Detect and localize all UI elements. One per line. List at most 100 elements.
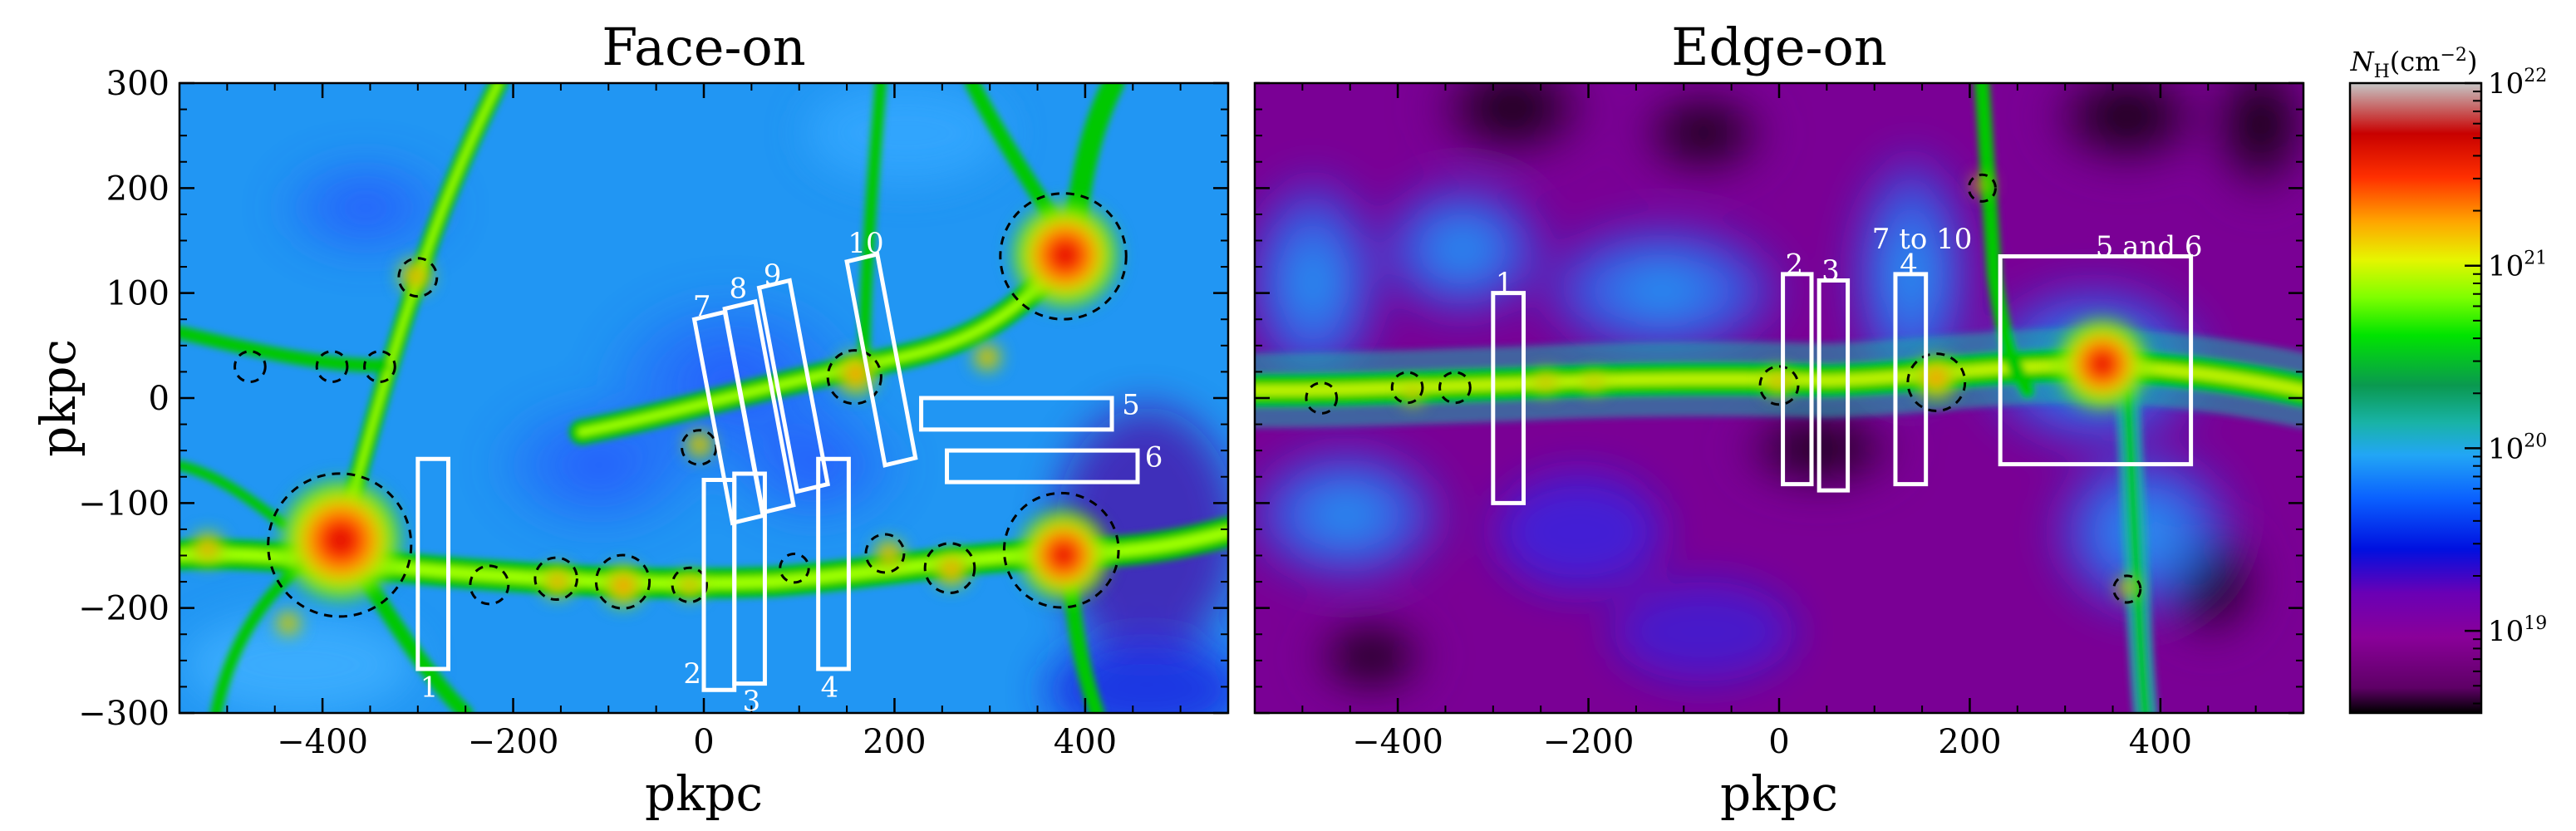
halo-circle [1390, 371, 1424, 405]
sightline-box [945, 448, 1140, 484]
x-tick-label: −200 [468, 723, 559, 761]
y-tick-label: 0 [149, 380, 170, 418]
sightline-box-label: 4 [1900, 248, 1918, 281]
colorbar-tick-base: 10 [2488, 67, 2524, 101]
halo-circle [1002, 491, 1120, 609]
face-on-ylabel: pkpc [30, 339, 86, 457]
halo-circle [267, 472, 413, 618]
sightline-box-label: 3 [1821, 254, 1840, 288]
edge-on-panel: −400 −200 0 200 400 12 3 45 and 67 to 10 Edge-… [1253, 17, 2305, 822]
halo-circle [594, 553, 651, 610]
sightline-box-label: 5 and 6 [2096, 230, 2203, 263]
sightline-box [844, 251, 918, 468]
halo-circle [533, 556, 578, 602]
x-tick-label: 0 [1768, 723, 1789, 761]
halo-circle [779, 552, 810, 584]
x-tick-label: −400 [277, 723, 368, 761]
colorbar-label-close: ) [2467, 46, 2477, 77]
sightline-box-label: 6 [1145, 441, 1163, 475]
colorbar-tick-label: 1021 [2488, 248, 2547, 283]
x-tick-label: 0 [693, 723, 714, 761]
x-tick-label: −400 [1352, 723, 1443, 761]
sightline-box [732, 471, 767, 686]
face-on-title: Face-on [602, 17, 805, 77]
sightline-box [722, 298, 796, 515]
face-on-panel: −400 −200 0 200 400 −300 −200 −100 0 100 200 300 1 2… [30, 17, 1230, 822]
edge-on-title: Edge-on [1671, 17, 1887, 77]
sightline-box-label: 10 [848, 227, 883, 260]
halo-circle [1438, 371, 1472, 405]
edge-on-axis-ticks: −400 −200 0 200 400 [1254, 81, 2304, 761]
colorbar-tick-base: 10 [2488, 432, 2524, 465]
colorbar-tick-exp: 19 [2524, 613, 2547, 634]
halo-circle [315, 350, 349, 383]
colorbar-tick-exp: 22 [2524, 66, 2547, 86]
sightline-box-label: 2 [683, 657, 701, 691]
x-tick-label: 200 [1938, 723, 2001, 761]
colorbar-label-sub: H [2374, 61, 2390, 82]
sightline-box-label: 1 [1496, 267, 1514, 300]
colorbar-label: NH(cm−2) [2350, 45, 2478, 82]
halo-circle [826, 349, 882, 406]
colorbar-label-base: N [2350, 46, 2375, 77]
sightline-box-label: 7 [693, 290, 711, 323]
colorbar-gradient [2350, 83, 2481, 713]
colorbar-label-unit: (cm [2390, 46, 2441, 77]
x-tick-label: 400 [2129, 723, 2192, 761]
sightline-box-label: 3 [743, 685, 761, 718]
y-tick-label: −100 [78, 484, 170, 523]
sightline-box-label: 8 [729, 272, 747, 305]
edge-on-overlays: 12 3 45 and 67 to 10 [1305, 173, 2203, 604]
sightline-box-label: 2 [1786, 248, 1804, 281]
halo-circle [2112, 574, 2142, 604]
sightline-box-label: 5 [1122, 389, 1140, 422]
sightline-annotation: 7 to 10 [1872, 223, 1973, 256]
x-tick-label: 200 [863, 723, 926, 761]
halo-circle [864, 533, 906, 574]
colorbar-tick-label: 1022 [2488, 66, 2547, 101]
sightline-box [1816, 278, 1851, 493]
sightline-box [691, 309, 766, 526]
halo-circle [1758, 365, 1800, 406]
colorbar-tick-base: 10 [2488, 615, 2524, 648]
sightline-box-label: 9 [764, 258, 782, 292]
face-on-xlabel: pkpc [645, 765, 763, 822]
sightline-box [1893, 272, 1929, 487]
y-tick-label: −300 [78, 695, 170, 733]
halo-circle [1906, 352, 1967, 412]
halo-circle [234, 350, 267, 383]
halo-circle [1305, 381, 1339, 415]
x-tick-label: −200 [1543, 723, 1635, 761]
colorbar-tick-label: 1019 [2488, 613, 2547, 648]
x-tick-label: 400 [1054, 723, 1117, 761]
colorbar-tick-label: 1020 [2488, 430, 2547, 465]
halo-circle [397, 257, 439, 298]
halo-circle [671, 566, 708, 604]
sightline-box [1998, 253, 2194, 467]
colorbar-tick-base: 10 [2488, 250, 2524, 283]
sightline-box [816, 456, 851, 671]
colorbar-label-exp: −2 [2441, 45, 2467, 66]
y-tick-label: −200 [78, 590, 170, 628]
colorbar-frame [2348, 81, 2483, 715]
y-tick-label: 100 [106, 275, 170, 313]
sightline-box [415, 456, 451, 671]
sightline-box [1491, 291, 1526, 505]
sightline-box-label: 4 [821, 671, 839, 704]
colorbar-tick-exp: 20 [2524, 430, 2547, 451]
halo-circle [923, 542, 976, 594]
edge-on-density-map [1255, 83, 2303, 713]
y-tick-label: 200 [106, 170, 170, 208]
y-tick-label: 300 [106, 65, 170, 103]
halo-circle [469, 564, 510, 606]
halo-circle [363, 350, 396, 383]
sightline-box [919, 396, 1114, 432]
sightline-box-label: 1 [420, 671, 439, 704]
edge-on-xlabel: pkpc [1720, 765, 1838, 822]
halo-circle [999, 192, 1128, 321]
halo-circle [1967, 173, 1997, 203]
sightline-box [1781, 272, 1814, 487]
